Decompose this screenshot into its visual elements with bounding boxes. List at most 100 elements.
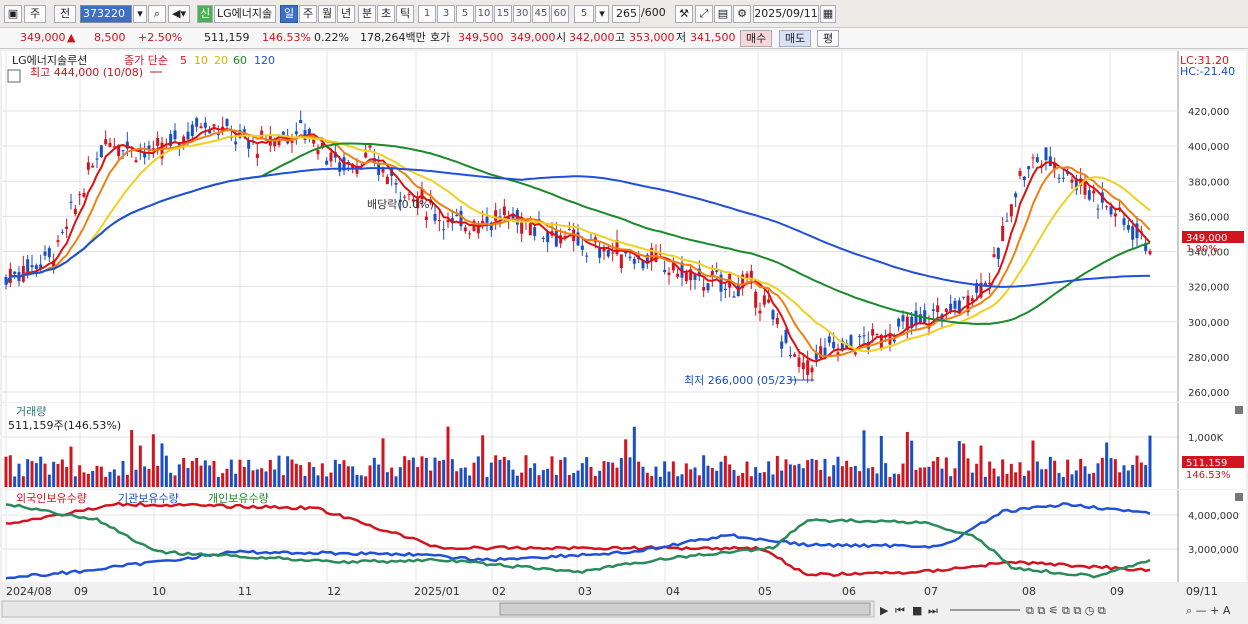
volume-bar <box>398 467 402 487</box>
volume-bar <box>931 461 935 487</box>
candle-body <box>485 216 489 226</box>
stock-name-field: LG에너지솔 <box>214 5 276 23</box>
tab-minute[interactable]: 분 <box>358 5 376 23</box>
holding-y-tick-1: 4,000,000 <box>1188 511 1239 522</box>
gear-icon[interactable]: ⚙ <box>733 5 751 23</box>
scrollbar-thumb[interactable] <box>499 602 871 616</box>
candle-body <box>827 336 831 343</box>
period-main-button[interactable]: 주 <box>24 5 46 23</box>
calendar-icon[interactable]: ▦ <box>820 5 836 23</box>
legend-foreign: 외국인보유수량 <box>16 492 87 505</box>
candle-body <box>979 282 983 298</box>
draw-icon[interactable]: ⤢ <box>695 5 713 23</box>
candle-body <box>52 260 56 268</box>
volume-bar <box>355 474 359 487</box>
candle-body <box>1027 166 1031 170</box>
save-icon[interactable]: ▤ <box>714 5 732 23</box>
stock-code-input[interactable]: 373220 <box>80 5 132 23</box>
prev-button[interactable]: 전 <box>54 5 76 23</box>
x-axis-tick: 10 <box>152 585 166 598</box>
stop-icon[interactable]: ■ <box>912 604 922 617</box>
candle-body <box>329 152 333 162</box>
tab-year[interactable]: 년 <box>337 5 355 23</box>
speaker-icon[interactable]: ◀▾ <box>168 5 190 23</box>
interval-1[interactable]: 1 <box>418 5 436 23</box>
candle-body <box>1057 177 1061 179</box>
table-icon[interactable] <box>7 69 21 83</box>
date-input[interactable]: 2025/09/11 <box>753 5 819 23</box>
candle-body <box>576 232 580 246</box>
volume-bar <box>836 456 840 487</box>
x-axis-tick: 05 <box>758 585 772 598</box>
candle-body <box>420 188 424 200</box>
volume-bar <box>706 465 710 487</box>
volume-bar <box>827 476 831 487</box>
interval-3[interactable]: 3 <box>437 5 455 23</box>
price-chart[interactable]: 420,000 400,000 380,000 360,000 340,000 320,0… <box>2 51 1246 402</box>
volume-bar <box>858 471 862 487</box>
rewind-icon[interactable]: ⏮ <box>895 604 905 617</box>
candle-body <box>1070 179 1074 183</box>
zoom-controls[interactable]: ⌕ — + A <box>1186 604 1231 617</box>
volume-bar <box>1005 473 1009 487</box>
count-max: /600 <box>641 6 666 19</box>
volume-bar <box>684 463 688 487</box>
volume-tag <box>1182 456 1244 468</box>
volume-bar <box>394 476 398 487</box>
close-icon[interactable] <box>1235 406 1243 414</box>
candle-body <box>1083 180 1087 195</box>
volume-chart[interactable]: 거래량 511,159주(146.53%) 1,000K 511,159 146… <box>2 403 1246 489</box>
volume-bar <box>771 474 775 487</box>
interval-select[interactable]: 5 <box>574 5 594 23</box>
x-axis-bar: 2024/08 09 10 11 12 2025/01 02 03 04 05 06 07 08 09 09… <box>0 583 1248 621</box>
volume-bar <box>645 472 649 487</box>
interval-5[interactable]: 5 <box>456 5 474 23</box>
price-chart-panel[interactable]: 420,000 400,000 380,000 360,000 340,000 320,0… <box>2 51 1246 402</box>
tab-month[interactable]: 월 <box>318 5 336 23</box>
chevron-down-icon[interactable]: ▾ <box>133 5 147 23</box>
legend-desc: 종가 단순 <box>124 54 168 67</box>
eval-button[interactable]: 평 <box>817 30 840 47</box>
buy-button[interactable]: 매수 <box>740 30 773 47</box>
holding-panel[interactable]: 외국인보유수량 기관보유수량 개인보유수량 4,000,000 3,000,00… <box>2 490 1246 582</box>
chevron-down-icon[interactable]: ▾ <box>595 5 609 23</box>
search-icon[interactable]: ⌕ <box>148 5 166 23</box>
volume-bar <box>1096 463 1100 487</box>
candle-body <box>914 310 918 326</box>
candle-body <box>931 309 935 311</box>
scroll-right-icon[interactable]: ▶ <box>880 604 889 617</box>
interval-45[interactable]: 45 <box>532 5 550 23</box>
tab-week[interactable]: 주 <box>299 5 317 23</box>
tools-icon[interactable]: ⚒ <box>675 5 693 23</box>
interval-30[interactable]: 30 <box>513 5 531 23</box>
sell-button[interactable]: 매도 <box>779 30 812 47</box>
interval-15[interactable]: 15 <box>494 5 512 23</box>
interval-60[interactable]: 60 <box>551 5 569 23</box>
candle-body <box>260 130 264 138</box>
candle-body <box>702 287 706 291</box>
tab-second[interactable]: 초 <box>377 5 395 23</box>
layout-icons[interactable]: ⧉ ⧉ ⚟ ⧉ ⧉ ◷ ⧉ <box>1026 604 1106 617</box>
volume-bar <box>346 466 350 487</box>
tab-tick[interactable]: 틱 <box>396 5 414 23</box>
volume-panel[interactable]: 거래량 511,159주(146.53%) 1,000K 511,159 146… <box>2 403 1246 489</box>
candle-body <box>1135 223 1139 239</box>
forward-icon[interactable]: ⏭ <box>928 604 938 617</box>
close-icon[interactable] <box>1235 493 1243 501</box>
candle-body <box>147 145 151 150</box>
holding-chart[interactable]: 외국인보유수량 기관보유수량 개인보유수량 4,000,000 3,000,00… <box>2 490 1246 582</box>
window-menu-icon[interactable]: ▣ <box>4 5 22 23</box>
candle-body <box>667 272 671 275</box>
volume-bar <box>338 463 342 487</box>
count-input[interactable]: 265 <box>612 5 640 23</box>
candle-body <box>706 283 710 291</box>
candle-body <box>125 141 129 149</box>
interval-10[interactable]: 10 <box>475 5 493 23</box>
volume-bar <box>780 470 784 487</box>
tab-day[interactable]: 일 <box>280 5 298 23</box>
volume-bar <box>520 472 524 487</box>
candle-body <box>468 233 472 235</box>
legend-ma5: 5 <box>180 54 187 67</box>
candle-body <box>424 216 428 221</box>
candle-body <box>459 210 463 227</box>
